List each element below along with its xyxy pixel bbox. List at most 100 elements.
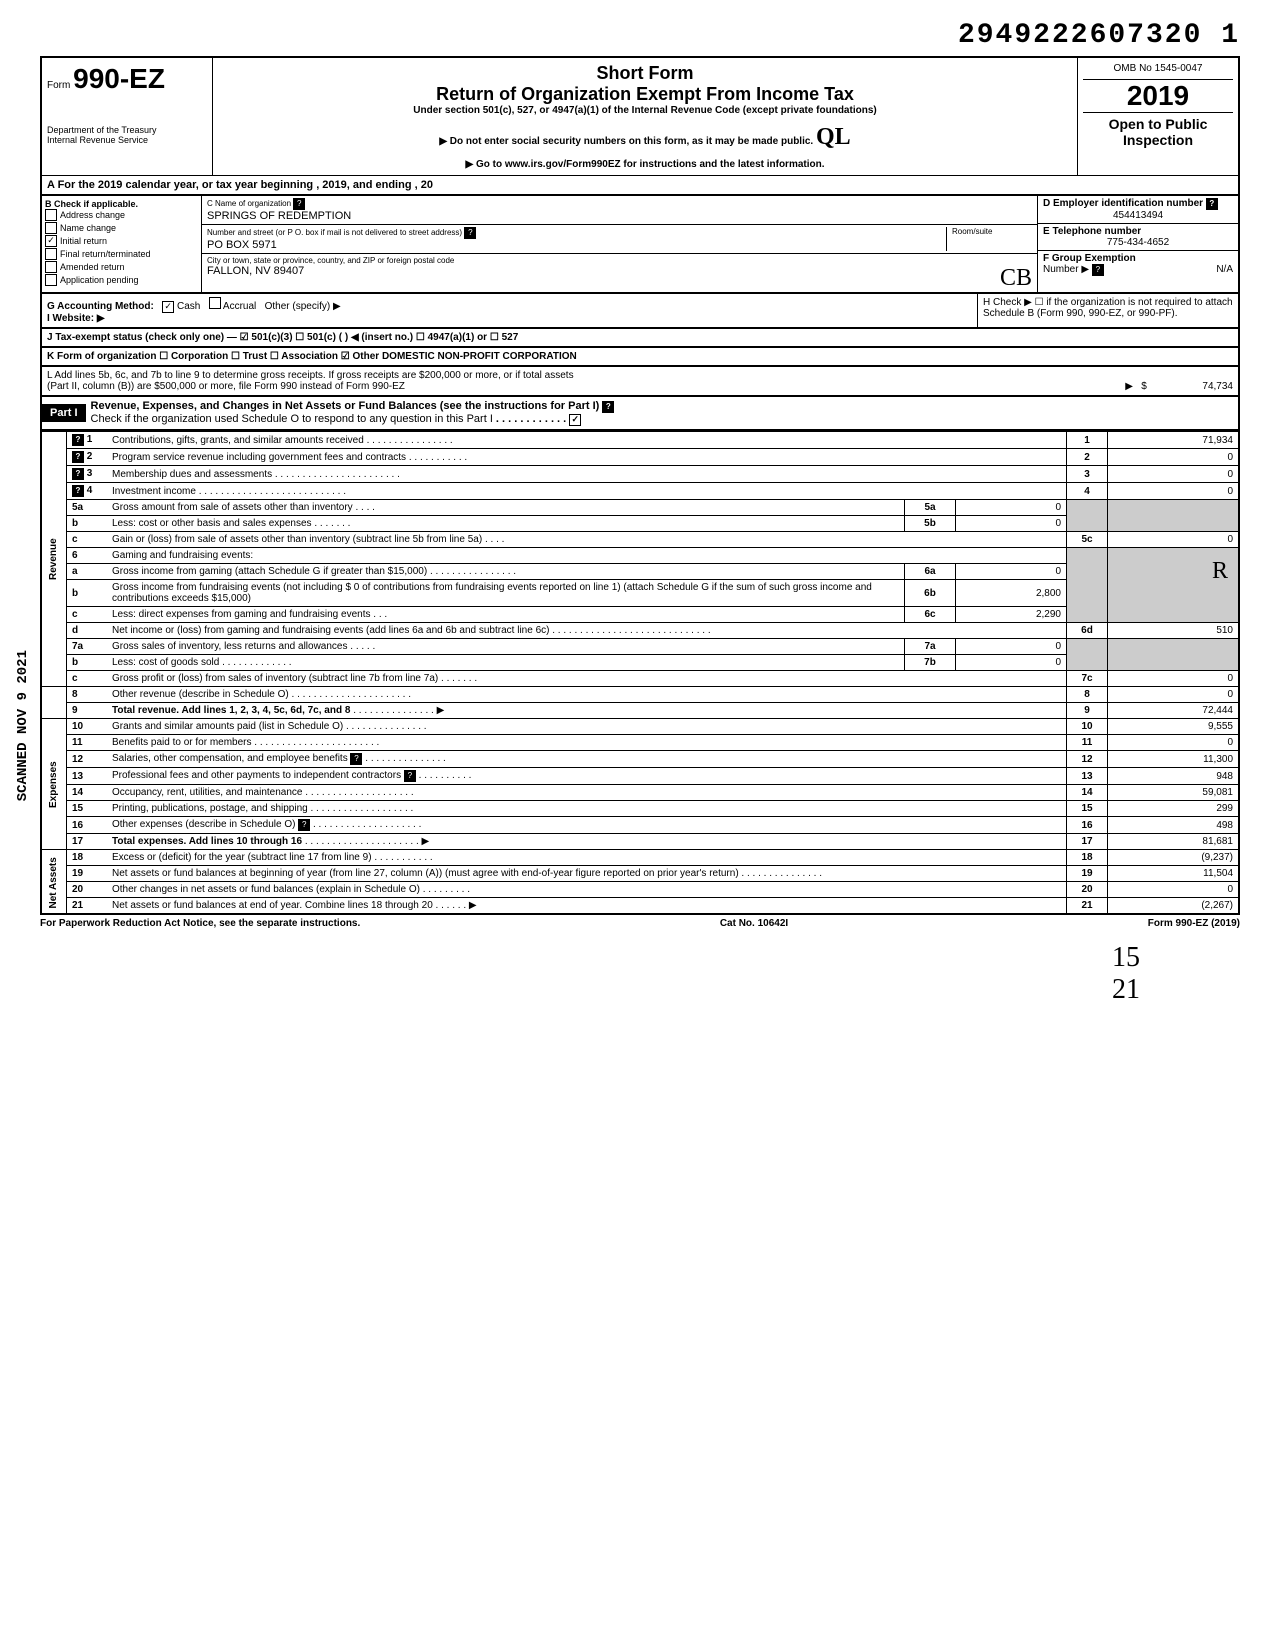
expenses-label: Expenses	[41, 719, 67, 850]
section-l-text2: (Part II, column (B)) are $500,000 or mo…	[47, 381, 405, 392]
line-9-desc: Total revenue. Add lines 1, 2, 3, 4, 5c,…	[112, 705, 350, 716]
line-6b-sub: 6b	[905, 580, 956, 607]
checkbox-initial-return[interactable]: ✓	[45, 235, 57, 247]
footer-left: For Paperwork Reduction Act Notice, see …	[40, 918, 360, 929]
part-1-title: Revenue, Expenses, and Changes in Net As…	[91, 400, 600, 412]
group-exemption-value: N/A	[1216, 264, 1233, 275]
line-5a-desc: Gross amount from sale of assets other t…	[112, 502, 353, 513]
line-18-desc: Excess or (deficit) for the year (subtra…	[112, 852, 372, 863]
line-6a-sub: 6a	[905, 564, 956, 580]
line-1-desc: Contributions, gifts, grants, and simila…	[112, 435, 364, 446]
section-b-title: B Check if applicable.	[45, 199, 198, 209]
line-6c-sub: 6c	[905, 607, 956, 623]
line-10-val: 9,555	[1108, 719, 1240, 735]
line-7b-desc: Less: cost of goods sold	[112, 657, 219, 668]
line-12-num: 12	[1067, 751, 1108, 768]
line-7a-desc: Gross sales of inventory, less returns a…	[112, 641, 347, 652]
help-icon[interactable]: ?	[602, 401, 614, 413]
line-17-num: 17	[1067, 834, 1108, 850]
label-cash: Cash	[177, 301, 200, 312]
help-icon[interactable]: ?	[1092, 264, 1104, 276]
checkbox-pending[interactable]	[45, 274, 57, 286]
form-label: Form	[47, 80, 70, 91]
form-number-box: Form 990-EZ Department of the Treasury I…	[42, 58, 213, 175]
line-12-val: 11,300	[1108, 751, 1240, 768]
line-17-desc: Total expenses. Add lines 10 through 16	[112, 836, 302, 847]
line-7b-sub: 7b	[905, 655, 956, 671]
omb-number: OMB No 1545-0047	[1083, 63, 1233, 80]
help-icon[interactable]: ?	[293, 198, 305, 210]
line-7c-num: 7c	[1067, 671, 1108, 687]
tax-year: 2019	[1083, 80, 1233, 112]
line-13-num: 13	[1067, 768, 1108, 785]
line-16-num: 16	[1067, 817, 1108, 834]
line-6-desc: Gaming and fundraising events:	[107, 548, 1067, 564]
section-k: K Form of organization ☐ Corporation ☐ T…	[40, 348, 1240, 367]
line-18-num: 18	[1067, 850, 1108, 866]
line-7a-sub: 7a	[905, 639, 956, 655]
checkbox-cash[interactable]: ✓	[162, 301, 174, 313]
line-6a-val: 0	[956, 564, 1067, 580]
line-21-val: (2,267)	[1108, 898, 1240, 915]
help-icon[interactable]: ?	[404, 770, 416, 782]
line-5b-desc: Less: cost or other basis and sales expe…	[112, 518, 312, 529]
section-g-label: G Accounting Method:	[47, 301, 154, 312]
handwritten-r: R	[1212, 558, 1228, 585]
line-6b-desc: Gross income from fundraising events (no…	[107, 580, 905, 607]
line-3-val: 0	[1108, 466, 1240, 483]
line-7c-desc: Gross profit or (loss) from sales of inv…	[112, 673, 438, 684]
year-box: OMB No 1545-0047 2019 Open to Public Ins…	[1078, 58, 1238, 175]
line-3-desc: Membership dues and assessments	[112, 469, 272, 480]
line-7c-val: 0	[1108, 671, 1240, 687]
help-icon[interactable]: ?	[72, 485, 84, 497]
line-20-num: 20	[1067, 882, 1108, 898]
line-5a-val: 0	[956, 500, 1067, 516]
info-grid: B Check if applicable. Address change Na…	[40, 196, 1240, 294]
part-1-check-text: Check if the organization used Schedule …	[91, 413, 493, 425]
line-14-val: 59,081	[1108, 785, 1240, 801]
checkbox-address-change[interactable]	[45, 209, 57, 221]
checkbox-final-return[interactable]	[45, 248, 57, 260]
line-5c-desc: Gain or (loss) from sale of assets other…	[112, 534, 482, 545]
help-icon[interactable]: ?	[350, 753, 362, 765]
room-label: Room/suite	[952, 227, 1032, 236]
help-icon[interactable]: ?	[72, 434, 84, 446]
checkbox-amended[interactable]	[45, 261, 57, 273]
line-3-num: 3	[1067, 466, 1108, 483]
checkbox-name-change[interactable]	[45, 222, 57, 234]
line-8-desc: Other revenue (describe in Schedule O)	[112, 689, 289, 700]
help-icon[interactable]: ?	[298, 819, 310, 831]
label-amended: Amended return	[60, 262, 125, 272]
org-city: FALLON, NV 89407	[207, 265, 304, 277]
section-i: I Website: ▶	[47, 313, 972, 324]
net-assets-label: Net Assets	[41, 850, 67, 915]
line-5b-sub: 5b	[905, 516, 956, 532]
help-icon[interactable]: ?	[72, 451, 84, 463]
line-1-val: 71,934	[1108, 432, 1240, 449]
line-1-num: 1	[1067, 432, 1108, 449]
help-icon[interactable]: ?	[464, 227, 476, 239]
line-6a-desc: Gross income from gaming (attach Schedul…	[112, 566, 427, 577]
group-exemption-label: F Group Exemption	[1043, 253, 1233, 264]
right-col: D Employer identification number ? 45441…	[1038, 196, 1238, 292]
checkbox-accrual[interactable]	[209, 297, 221, 309]
line-4-num: 4	[1067, 483, 1108, 500]
line-6c-val: 2,290	[956, 607, 1067, 623]
subtitle: Under section 501(c), 527, or 4947(a)(1)…	[218, 105, 1072, 116]
phone-value: 775-434-4652	[1043, 237, 1233, 248]
line-6d-num: 6d	[1067, 623, 1108, 639]
line-21-desc: Net assets or fund balances at end of ye…	[112, 900, 433, 911]
help-icon[interactable]: ?	[72, 468, 84, 480]
line-8-num: 8	[1067, 687, 1108, 703]
line-20-val: 0	[1108, 882, 1240, 898]
section-l-value: 74,734	[1202, 381, 1233, 392]
line-2-num: 2	[1067, 449, 1108, 466]
line-14-num: 14	[1067, 785, 1108, 801]
line-16-desc: Other expenses (describe in Schedule O)	[112, 819, 295, 830]
handwritten-cb: CB	[1000, 265, 1032, 292]
section-a: A For the 2019 calendar year, or tax yea…	[40, 175, 1240, 196]
checkbox-schedule-o[interactable]: ✓	[569, 414, 581, 426]
document-id: 2949222607320 1	[40, 20, 1240, 51]
help-icon[interactable]: ?	[1206, 198, 1218, 210]
line-14-desc: Occupancy, rent, utilities, and maintena…	[112, 787, 302, 798]
